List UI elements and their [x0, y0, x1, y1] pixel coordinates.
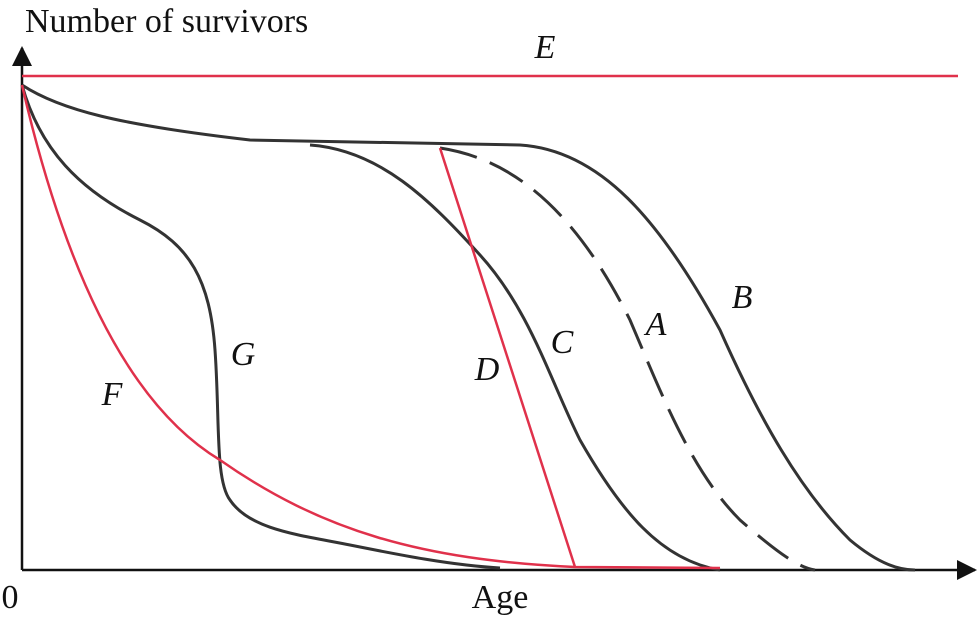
- curve-d: [438, 147, 577, 568]
- x-axis-label: Age: [472, 579, 529, 616]
- curve-label: A: [644, 306, 667, 343]
- curve-label: E: [534, 29, 556, 66]
- curve-label: G: [231, 336, 256, 373]
- y-axis-label: Number of survivors: [25, 3, 308, 40]
- curve-label: B: [732, 279, 753, 316]
- curve-label: C: [551, 324, 574, 361]
- curve-c: [309, 143, 721, 572]
- curve-b: [21, 83, 916, 572]
- curve-g: [20, 84, 501, 570]
- curve-label: F: [101, 376, 124, 413]
- curve-f: [20, 84, 721, 570]
- curve-label: D: [474, 351, 500, 388]
- curve-a: [439, 146, 816, 572]
- origin-label: 0: [2, 579, 19, 616]
